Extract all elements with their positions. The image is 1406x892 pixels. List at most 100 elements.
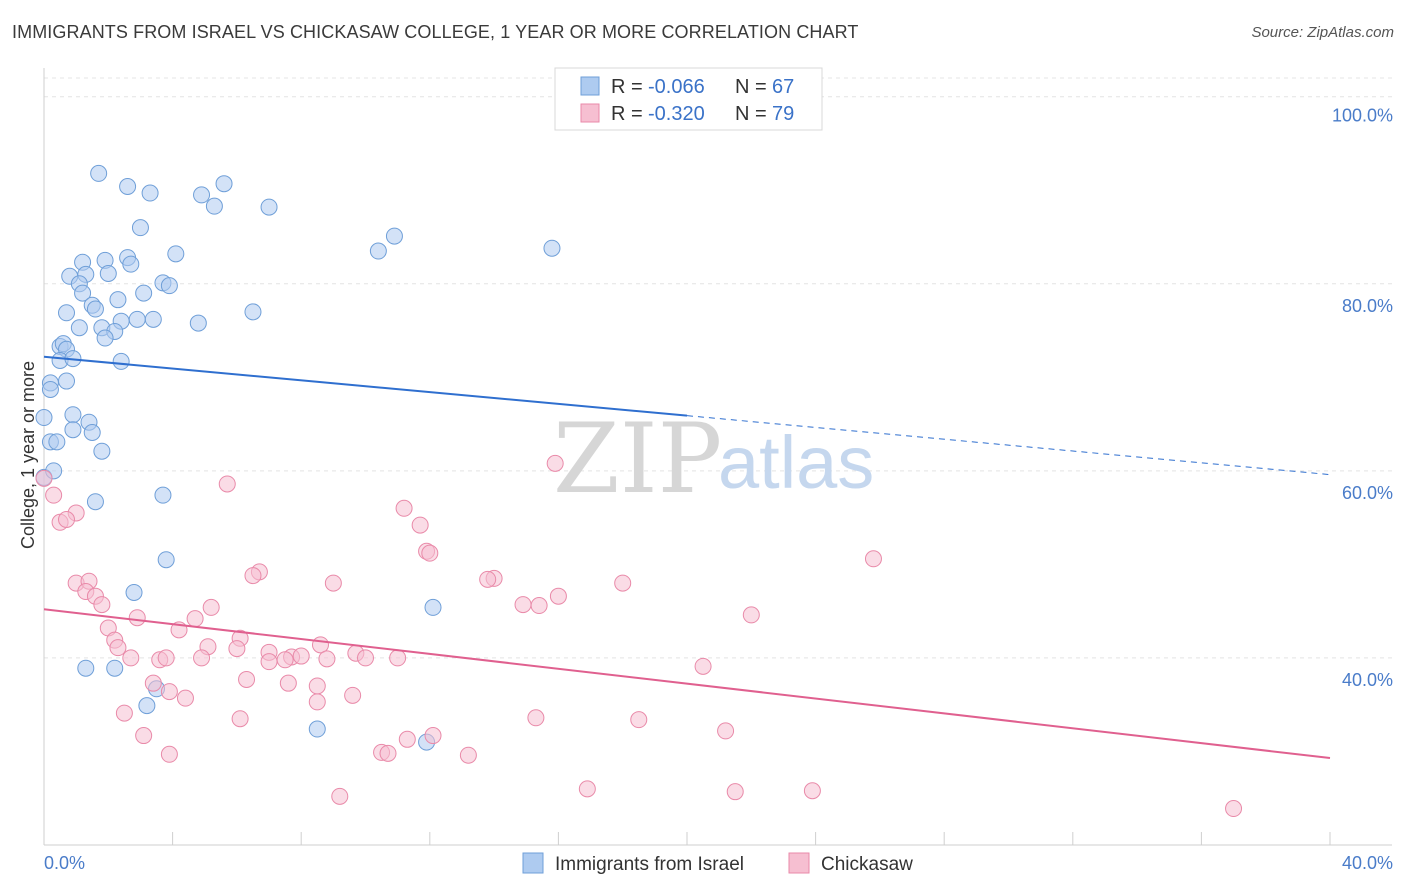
israel-point xyxy=(167,245,185,263)
chickasaw-point xyxy=(578,780,596,798)
israel-trend-extension xyxy=(686,415,1331,476)
chickasaw-point xyxy=(514,596,532,614)
chickasaw-point xyxy=(93,596,111,614)
chickasaw-point xyxy=(193,649,211,667)
bottom-legend-swatch-blue xyxy=(522,852,544,874)
israel-point xyxy=(160,277,178,295)
israel-point xyxy=(125,583,143,601)
chickasaw-point xyxy=(115,704,133,722)
chickasaw-point xyxy=(546,454,564,472)
israel-point xyxy=(58,372,76,390)
israel-point xyxy=(70,319,88,337)
chickasaw-point xyxy=(35,469,53,487)
israel-point xyxy=(83,424,101,442)
israel-point xyxy=(138,697,156,715)
israel-point xyxy=(144,310,162,328)
chickasaw-point xyxy=(58,510,76,528)
chickasaw-point xyxy=(202,598,220,616)
data-points xyxy=(35,164,1243,818)
y-axis-label: College, 1 year or more xyxy=(18,361,38,549)
israel-point xyxy=(64,421,82,439)
israel-point xyxy=(112,352,130,370)
bottom-legend-label-1: Immigrants from Israel xyxy=(555,854,744,875)
chickasaw-point xyxy=(260,653,278,671)
israel-point xyxy=(244,303,262,321)
israel-point xyxy=(205,197,223,215)
chickasaw-point xyxy=(238,670,256,688)
chickasaw-trend-line xyxy=(43,608,1331,760)
israel-point xyxy=(385,227,403,245)
israel-point xyxy=(74,284,92,302)
chickasaw-point xyxy=(864,550,882,568)
chickasaw-point xyxy=(694,657,712,675)
y-tick-label: 60.0% xyxy=(1342,483,1393,503)
israel-point xyxy=(135,284,153,302)
legend-r-value-2: -0.320 xyxy=(648,103,705,125)
israel-point xyxy=(99,264,117,282)
chickasaw-point xyxy=(157,649,175,667)
chickasaw-point xyxy=(803,782,821,800)
trend-lines xyxy=(43,355,1331,760)
source-label: Source: ZipAtlas.com xyxy=(1251,24,1394,41)
israel-point xyxy=(128,310,146,328)
y-tick-label: 100.0% xyxy=(1332,106,1393,126)
israel-trend-line xyxy=(43,355,688,417)
israel-point xyxy=(86,300,104,318)
chickasaw-point xyxy=(279,674,297,692)
chickasaw-point xyxy=(218,475,236,493)
israel-point xyxy=(41,380,59,398)
chickasaw-point xyxy=(331,787,349,805)
chickasaw-point xyxy=(244,567,262,585)
israel-point xyxy=(64,406,82,424)
chickasaw-point xyxy=(135,727,153,745)
tick-labels: 40.0% 60.0% 80.0% 100.0% 0.0% 40.0% xyxy=(44,106,1393,873)
watermark-atlas: atlas xyxy=(718,421,874,504)
chickasaw-point xyxy=(389,649,407,667)
chart-title: IMMIGRANTS FROM ISRAEL VS CHICKASAW COLL… xyxy=(12,22,859,42)
chickasaw-point xyxy=(276,651,294,669)
israel-point xyxy=(154,486,172,504)
chickasaw-point xyxy=(128,609,146,627)
chickasaw-point xyxy=(630,711,648,729)
axes xyxy=(43,68,1392,846)
israel-point xyxy=(131,219,149,237)
chickasaw-point xyxy=(549,587,567,605)
chickasaw-point xyxy=(357,649,374,667)
chickasaw-point xyxy=(421,544,439,562)
chickasaw-point xyxy=(479,570,497,588)
israel-point xyxy=(369,242,387,260)
bottom-legend-label-2: Chickasaw xyxy=(821,854,913,875)
y-tick-label: 80.0% xyxy=(1342,296,1393,316)
legend-swatch-blue xyxy=(580,76,600,96)
chickasaw-point xyxy=(176,689,194,707)
chickasaw-point xyxy=(160,745,178,763)
chickasaw-point xyxy=(318,650,336,668)
chickasaw-point xyxy=(395,499,413,517)
chickasaw-point xyxy=(614,574,632,592)
israel-point xyxy=(260,198,278,216)
legend-n-value-2: 79 xyxy=(772,103,794,125)
chickasaw-point xyxy=(527,709,545,727)
chickasaw-point xyxy=(160,683,178,701)
chickasaw-point xyxy=(186,610,204,628)
chickasaw-point xyxy=(292,647,310,665)
chickasaw-point xyxy=(1225,800,1243,818)
top-legend: R = -0.066 N = 67 R = -0.320 N = 79 xyxy=(554,67,823,131)
chickasaw-point xyxy=(530,597,548,615)
legend-r-label-1: R = xyxy=(611,76,643,98)
chickasaw-point xyxy=(231,710,249,728)
israel-point xyxy=(543,239,561,257)
israel-point xyxy=(109,291,127,309)
israel-point xyxy=(141,184,159,202)
israel-point xyxy=(48,433,66,451)
israel-point xyxy=(90,164,108,182)
chickasaw-point xyxy=(344,686,362,704)
israel-point xyxy=(58,304,76,322)
chickasaw-point xyxy=(228,640,246,658)
chickasaw-point xyxy=(411,516,429,534)
israel-point xyxy=(308,720,326,738)
israel-point xyxy=(215,175,233,193)
bottom-legend: Immigrants from Israel Chickasaw xyxy=(522,852,913,875)
legend-r-label-2: R = xyxy=(611,103,643,125)
